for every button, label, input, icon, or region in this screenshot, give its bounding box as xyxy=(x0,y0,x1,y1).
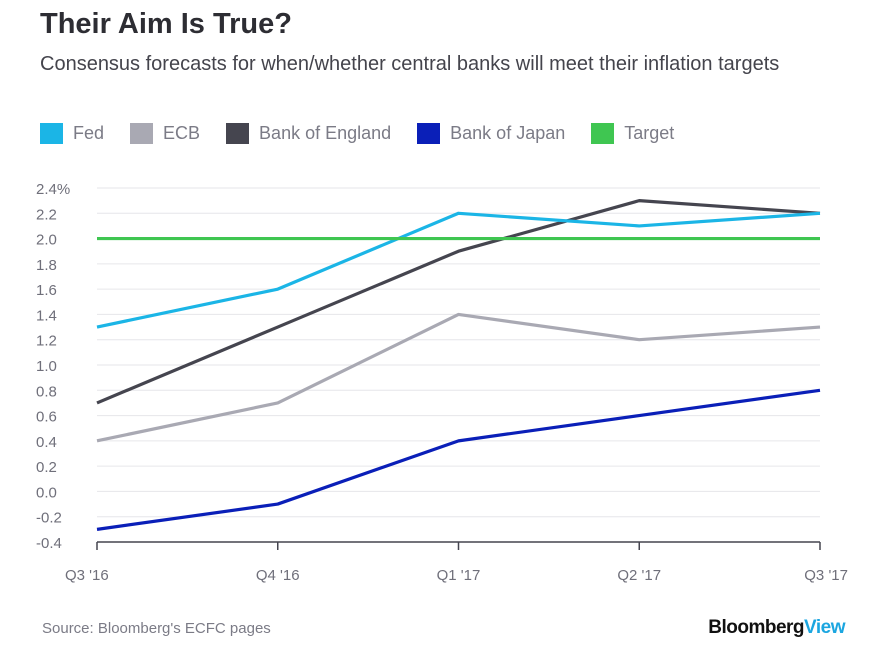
brand-logo: BloombergView xyxy=(708,617,845,639)
legend-item-ecb: ECB xyxy=(130,123,200,144)
y-tick-label: 1.0 xyxy=(36,358,57,375)
y-tick-label: 0.6 xyxy=(36,409,57,426)
legend-item-fed: Fed xyxy=(40,123,104,144)
source-note: Source: Bloomberg's ECFC pages xyxy=(42,620,271,637)
legend-item-target: Target xyxy=(591,123,674,144)
y-tick-label: 1.6 xyxy=(36,282,57,299)
y-tick-label: 1.8 xyxy=(36,257,57,274)
y-tick-label: 0.8 xyxy=(36,383,57,400)
legend-swatch-boe xyxy=(226,123,250,144)
brand-logo-view: View xyxy=(804,617,845,638)
x-tick-label: Q4 '16 xyxy=(256,567,300,584)
legend-item-boe: Bank of England xyxy=(226,123,391,144)
y-tick-label: 1.4 xyxy=(36,307,57,324)
legend-swatch-boj xyxy=(417,123,441,144)
legend-label-target: Target xyxy=(624,123,675,143)
series-line-bank-of-england xyxy=(96,199,821,405)
y-axis-ticks: -0.4 -0.2 0.0 0.2 0.4 0.6 0.8 1.0 1.2 1.4 1.6 1.8 2.… xyxy=(36,181,70,552)
legend-label-ecb: ECB xyxy=(163,123,201,143)
series-line-bank-of-japan xyxy=(96,388,821,531)
x-tick-label: Q1 '17 xyxy=(437,567,481,584)
y-tick-label: -0.4 xyxy=(36,535,62,552)
legend-swatch-fed xyxy=(40,123,63,144)
series-line-fed xyxy=(96,211,821,329)
x-tick-label: Q2 '17 xyxy=(617,567,661,584)
legend-swatch-target xyxy=(591,123,615,144)
y-tick-label: 1.2 xyxy=(36,333,57,350)
grid-lines xyxy=(97,187,820,518)
x-axis xyxy=(96,541,821,550)
brand-logo-bloomberg: Bloomberg xyxy=(708,617,805,638)
legend-item-boj: Bank of Japan xyxy=(417,123,565,144)
x-tick-label: Q3 '16 xyxy=(65,567,109,584)
y-tick-label: 2.4% xyxy=(36,181,70,198)
legend-label-boe: Bank of England xyxy=(259,123,392,143)
series-line-ecb xyxy=(96,312,821,443)
y-tick-label: 0.2 xyxy=(36,459,57,476)
legend-label-boj: Bank of Japan xyxy=(450,123,566,143)
legend-swatch-ecb xyxy=(130,123,154,144)
series-lines xyxy=(96,199,821,531)
y-tick-label: 0.0 xyxy=(36,484,57,501)
y-tick-label: 2.0 xyxy=(36,232,57,249)
legend-label-fed: Fed xyxy=(73,123,105,143)
chart-title: Their Aim Is True? xyxy=(40,8,292,40)
legend: Fed ECB Bank of England Bank of Japan Ta… xyxy=(40,123,700,144)
y-tick-label: 2.2 xyxy=(36,206,57,223)
chart-subtitle: Consensus forecasts for when/whether cen… xyxy=(40,53,780,75)
x-tick-label: Q3 '17 xyxy=(804,567,848,584)
x-axis-ticks: Q3 '16 Q4 '16 Q1 '17 Q2 '17 Q3 '17 xyxy=(65,567,848,584)
y-tick-label: 0.4 xyxy=(36,434,57,451)
y-tick-label: -0.2 xyxy=(36,510,62,527)
